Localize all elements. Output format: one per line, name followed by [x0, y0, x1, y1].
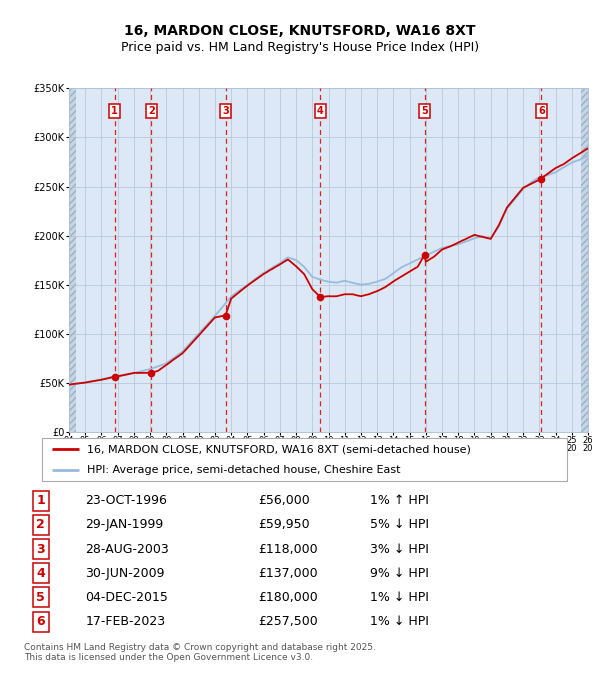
Text: 5: 5 [421, 105, 428, 116]
Text: 1% ↓ HPI: 1% ↓ HPI [370, 615, 429, 628]
Text: 5: 5 [37, 591, 45, 604]
Text: 9% ↓ HPI: 9% ↓ HPI [370, 566, 429, 580]
Text: Price paid vs. HM Land Registry's House Price Index (HPI): Price paid vs. HM Land Registry's House … [121, 41, 479, 54]
Text: 3: 3 [37, 543, 45, 556]
Text: HPI: Average price, semi-detached house, Cheshire East: HPI: Average price, semi-detached house,… [87, 465, 400, 475]
Text: £118,000: £118,000 [259, 543, 318, 556]
Text: Contains HM Land Registry data © Crown copyright and database right 2025.
This d: Contains HM Land Registry data © Crown c… [24, 643, 376, 662]
Text: 1: 1 [37, 494, 45, 507]
Text: £137,000: £137,000 [259, 566, 318, 580]
Text: 29-JAN-1999: 29-JAN-1999 [85, 518, 164, 532]
Text: 1% ↑ HPI: 1% ↑ HPI [370, 494, 429, 507]
Bar [581, 88, 588, 432]
Text: 30-JUN-2009: 30-JUN-2009 [85, 566, 165, 580]
Text: 4: 4 [37, 566, 45, 580]
Text: £180,000: £180,000 [259, 591, 318, 604]
Text: 1: 1 [111, 105, 118, 116]
Text: 16, MARDON CLOSE, KNUTSFORD, WA16 8XT: 16, MARDON CLOSE, KNUTSFORD, WA16 8XT [124, 24, 476, 37]
FancyBboxPatch shape [41, 439, 568, 481]
Text: 6: 6 [538, 105, 545, 116]
Text: 2: 2 [37, 518, 45, 532]
Text: 1% ↓ HPI: 1% ↓ HPI [370, 591, 429, 604]
Text: 28-AUG-2003: 28-AUG-2003 [85, 543, 169, 556]
Bar [69, 88, 76, 432]
Text: £257,500: £257,500 [259, 615, 318, 628]
Text: 5% ↓ HPI: 5% ↓ HPI [370, 518, 429, 532]
Text: £59,950: £59,950 [259, 518, 310, 532]
Text: 2: 2 [148, 105, 155, 116]
Text: 3: 3 [222, 105, 229, 116]
Text: 6: 6 [37, 615, 45, 628]
Text: 3% ↓ HPI: 3% ↓ HPI [370, 543, 429, 556]
Text: 23-OCT-1996: 23-OCT-1996 [85, 494, 167, 507]
Text: 4: 4 [317, 105, 323, 116]
Text: 04-DEC-2015: 04-DEC-2015 [85, 591, 168, 604]
Text: £56,000: £56,000 [259, 494, 310, 507]
Text: 16, MARDON CLOSE, KNUTSFORD, WA16 8XT (semi-detached house): 16, MARDON CLOSE, KNUTSFORD, WA16 8XT (s… [87, 444, 470, 454]
Text: 17-FEB-2023: 17-FEB-2023 [85, 615, 166, 628]
